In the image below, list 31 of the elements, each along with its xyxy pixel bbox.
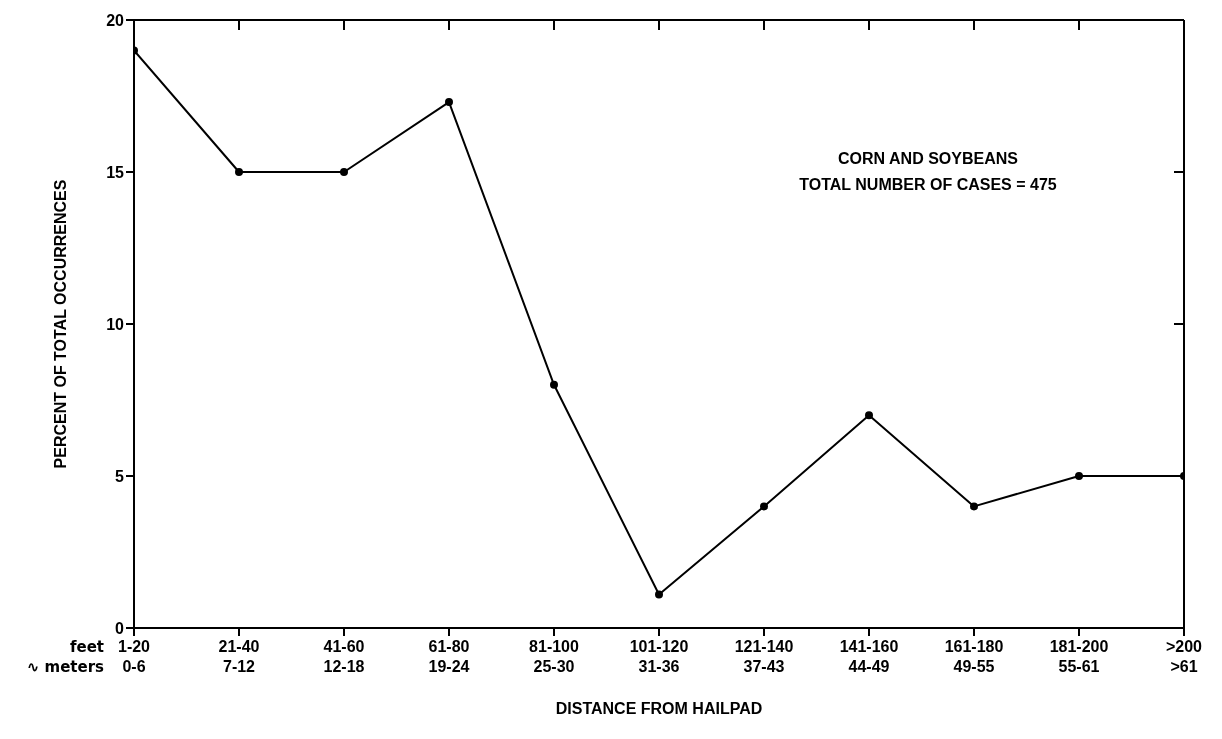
- x-tick-label: 61-80 19-24: [428, 638, 470, 675]
- point: [655, 590, 663, 599]
- x-tick-label: 81-100 25-30: [529, 638, 580, 675]
- point: [970, 502, 978, 511]
- y-tick-label: 15: [106, 163, 125, 181]
- y-tick-label: 20: [106, 11, 125, 29]
- point: [865, 411, 873, 420]
- x-tick-label: 101-120 31-36: [629, 638, 689, 675]
- y-axis-title: PERCENT OF TOTAL OCCURRENCES: [51, 179, 69, 469]
- text: feet: [69, 638, 104, 656]
- x-tick-label: 181-200 55-61: [1049, 638, 1109, 675]
- x-tick-label: 141-160 44-49: [839, 638, 899, 675]
- x-axis-title: DISTANCE FROM HAILPAD: [555, 700, 763, 717]
- x-tick-label: 1-20 0-6: [117, 638, 151, 675]
- y-tick-label: 10: [106, 315, 125, 333]
- annotation: CORN AND SOYBEANS: [837, 150, 1019, 168]
- annotation: TOTAL NUMBER OF CASES = 475: [798, 176, 1058, 194]
- text: ∿ meters: [26, 658, 105, 676]
- point: [445, 98, 453, 107]
- y-tick-label: 5: [115, 467, 125, 485]
- x-tick-label: 121-140 37-43: [734, 638, 794, 675]
- x-tick-label: 21-40 7-12: [218, 638, 260, 675]
- point: [760, 502, 768, 511]
- y-tick-label: 0: [115, 619, 125, 637]
- point: [340, 168, 348, 176]
- point: [550, 380, 558, 389]
- x-tick-label: >200 >61: [1165, 638, 1203, 675]
- point: [1075, 472, 1083, 480]
- x-tick-label: 161-180 49-55: [944, 638, 1004, 675]
- x-tick-label: 41-60 12-18: [323, 638, 365, 675]
- point: [235, 168, 243, 176]
